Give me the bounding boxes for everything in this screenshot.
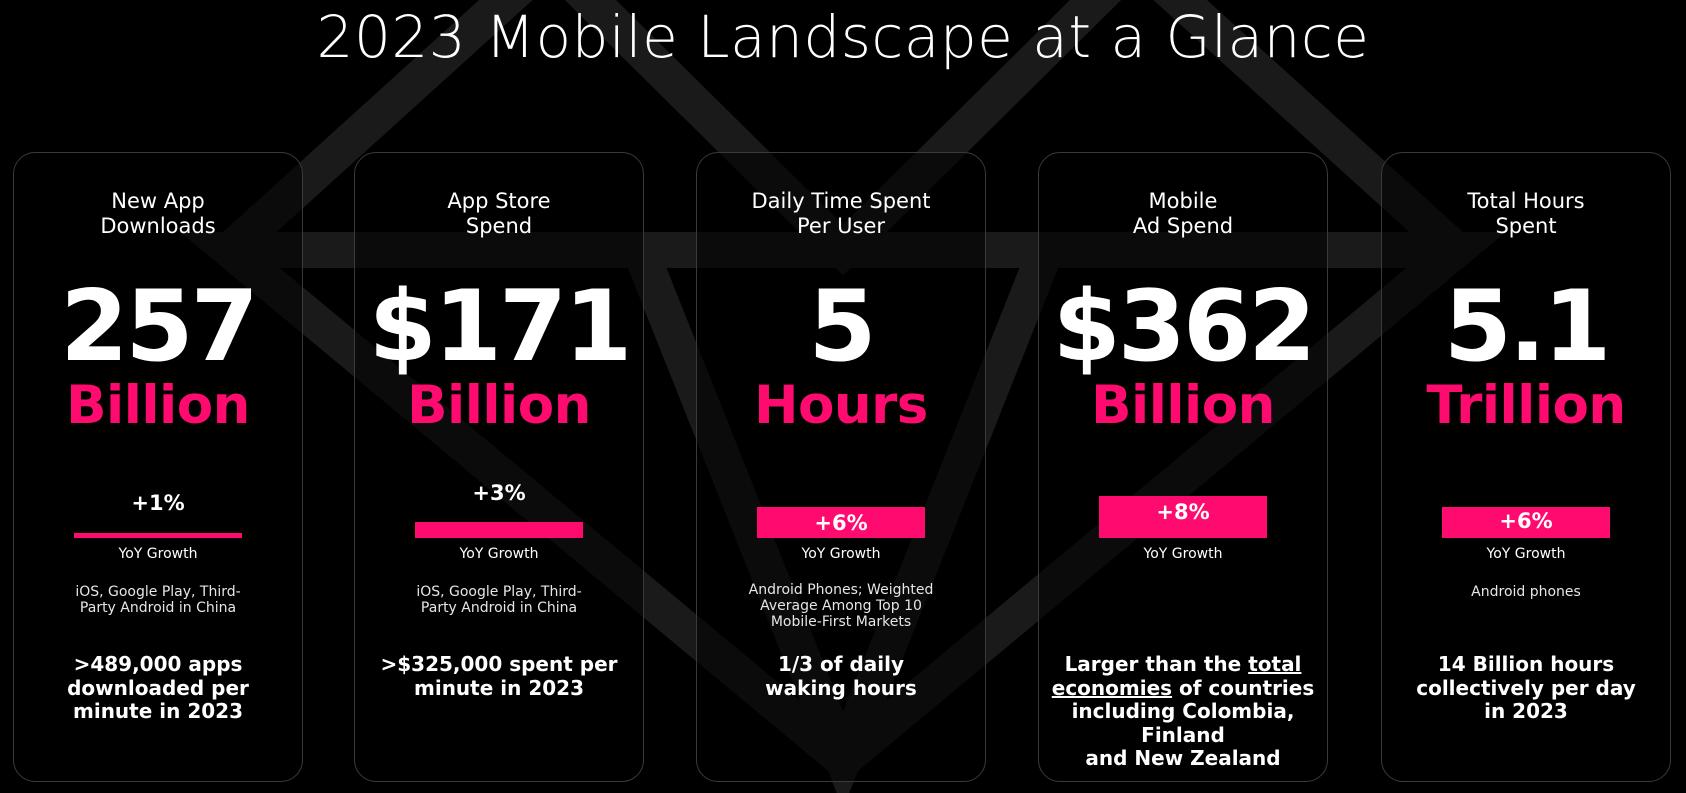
- card-highlight: 14 Billion hours collectively per day in…: [1416, 652, 1636, 723]
- page-title: 2023 Mobile Landscape at a Glance: [316, 3, 1370, 71]
- growth-bar: [1099, 496, 1267, 538]
- card-unit: Hours: [754, 375, 928, 436]
- card-footnote: iOS, Google Play, Third- Party Android i…: [416, 584, 582, 616]
- stat-card-app-store-spend: App Store Spend $171 Billion +3% YoY Gro…: [354, 152, 644, 782]
- yoy-growth-label: YoY Growth: [801, 546, 881, 562]
- card-highlight: Larger than the total economies of countr…: [1051, 652, 1315, 770]
- growth-bar: [1442, 507, 1610, 538]
- stat-card-total-hours-spent: Total Hours Spent 5.1 Trillion +6% YoY G…: [1381, 152, 1671, 782]
- card-value: 5: [808, 270, 876, 384]
- card-value: 5.1: [1443, 270, 1612, 384]
- growth-percent: +1%: [131, 491, 185, 515]
- card-unit: Billion: [407, 375, 591, 436]
- card-footnote: Android Phones; Weighted Average Among T…: [748, 582, 934, 630]
- growth-percent: +6%: [814, 511, 868, 535]
- total-economies-link[interactable]: total: [1248, 652, 1302, 676]
- card-value: $171: [368, 270, 633, 384]
- growth-percent: +3%: [472, 481, 526, 505]
- yoy-growth-label: YoY Growth: [1143, 546, 1223, 562]
- card-highlight: >$325,000 spent per minute in 2023: [380, 652, 618, 700]
- card-highlight: 1/3 of daily waking hours: [765, 652, 917, 700]
- growth-bar: [415, 522, 583, 538]
- card-title: App Store Spend: [447, 189, 551, 238]
- growth-bar: [74, 533, 242, 538]
- yoy-growth-label: YoY Growth: [459, 546, 539, 562]
- card-unit: Billion: [1091, 375, 1275, 436]
- card-footnote: iOS, Google Play, Third- Party Android i…: [75, 584, 241, 616]
- card-value: 257: [60, 270, 259, 384]
- growth-percent: +8%: [1156, 500, 1210, 524]
- yoy-growth-label: YoY Growth: [118, 546, 198, 562]
- card-title: Mobile Ad Spend: [1132, 189, 1234, 238]
- card-title: Total Hours Spent: [1467, 189, 1585, 238]
- card-title: New App Downloads: [100, 189, 216, 238]
- total-economies-link[interactable]: economies: [1051, 675, 1173, 700]
- card-highlight: >489,000 apps downloaded per minute in 2…: [67, 652, 249, 723]
- growth-percent: +6%: [1499, 509, 1553, 533]
- yoy-growth-label: YoY Growth: [1486, 546, 1566, 562]
- card-value: $362: [1052, 270, 1317, 384]
- card-unit: Billion: [66, 375, 250, 436]
- stat-card-daily-time-spent: Daily Time Spent Per User 5 Hours +6% Yo…: [696, 152, 986, 782]
- stat-card-mobile-ad-spend: Mobile Ad Spend $362 Billion +8% YoY Gro…: [1038, 152, 1328, 782]
- card-title: Daily Time Spent Per User: [751, 189, 931, 238]
- stat-card-new-app-downloads: New App Downloads 257 Billion +1% YoY Gr…: [13, 152, 303, 782]
- growth-bar: [757, 507, 925, 538]
- card-unit: Trillion: [1426, 375, 1626, 436]
- card-footnote: Android phones: [1471, 584, 1581, 600]
